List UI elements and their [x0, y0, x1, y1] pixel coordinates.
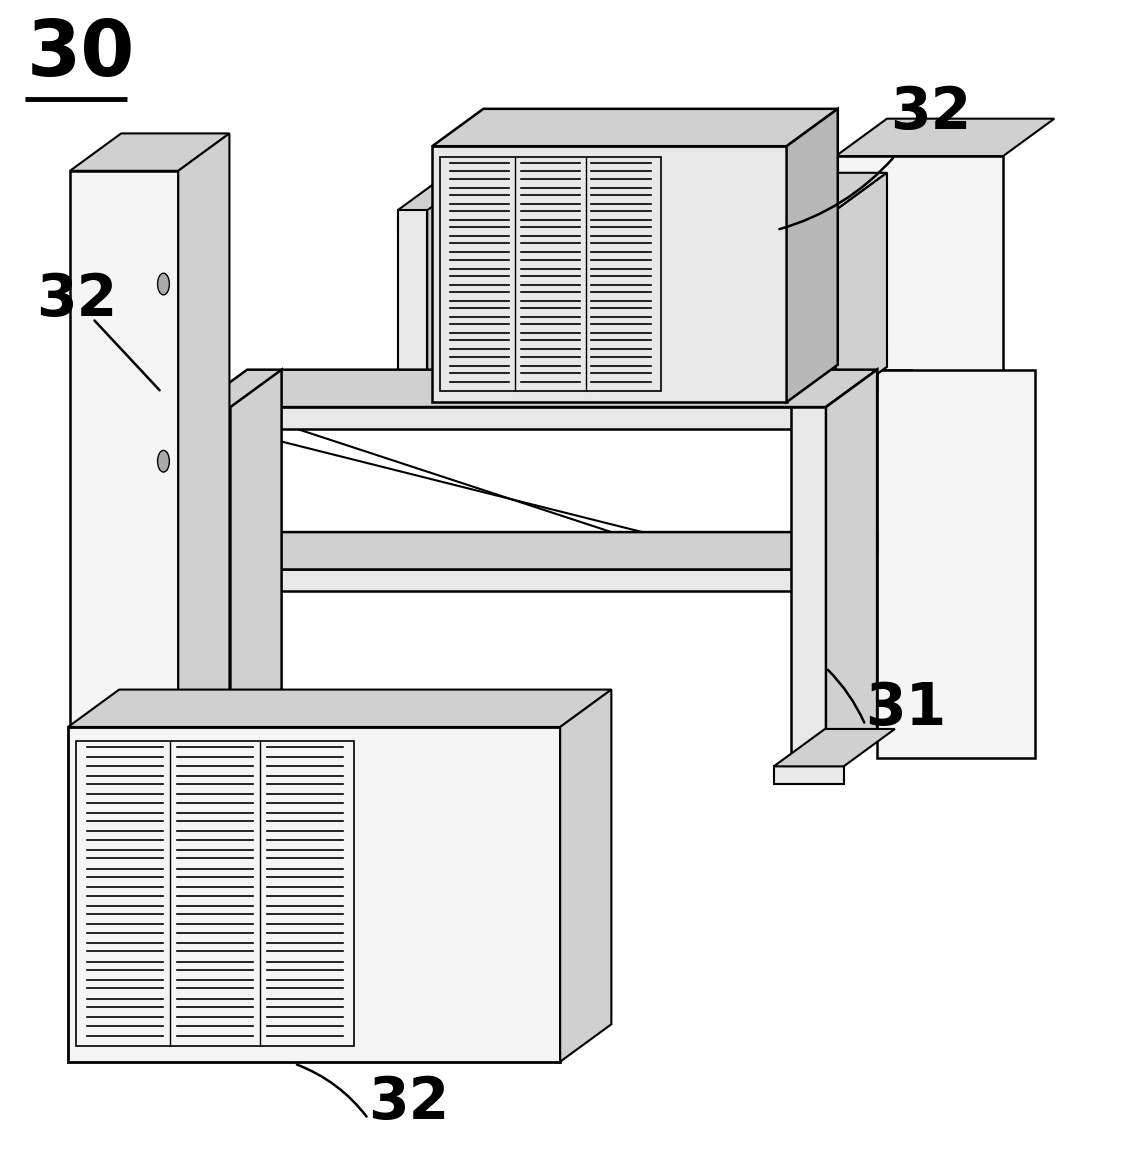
Polygon shape [826, 370, 877, 767]
Polygon shape [196, 407, 826, 428]
FancyArrowPatch shape [297, 1064, 367, 1117]
Polygon shape [774, 767, 844, 784]
Polygon shape [70, 170, 178, 781]
Polygon shape [69, 727, 561, 1062]
Text: 32: 32 [368, 1074, 450, 1131]
Polygon shape [432, 146, 787, 403]
Polygon shape [791, 407, 826, 767]
Polygon shape [877, 370, 911, 729]
Polygon shape [836, 156, 1003, 550]
Polygon shape [561, 690, 611, 1062]
Polygon shape [887, 173, 917, 366]
Polygon shape [196, 569, 826, 592]
Ellipse shape [158, 450, 169, 471]
Polygon shape [231, 370, 282, 767]
Polygon shape [69, 690, 611, 727]
Polygon shape [806, 210, 836, 404]
Polygon shape [196, 407, 231, 767]
Polygon shape [397, 345, 887, 383]
Text: 32: 32 [890, 84, 971, 141]
Polygon shape [774, 729, 895, 767]
Polygon shape [178, 729, 299, 767]
Polygon shape [836, 345, 887, 404]
Polygon shape [836, 173, 887, 404]
Text: 30: 30 [26, 16, 135, 92]
Polygon shape [196, 370, 877, 407]
Polygon shape [70, 133, 230, 170]
FancyArrowPatch shape [779, 159, 893, 229]
Polygon shape [196, 532, 877, 569]
Polygon shape [826, 370, 877, 428]
Polygon shape [397, 383, 836, 404]
Polygon shape [178, 767, 248, 784]
Text: 32: 32 [37, 271, 118, 328]
FancyArrowPatch shape [828, 670, 864, 722]
Polygon shape [787, 109, 838, 403]
Polygon shape [877, 370, 1035, 759]
Polygon shape [432, 109, 838, 146]
Polygon shape [178, 133, 230, 781]
Polygon shape [397, 210, 427, 404]
FancyArrowPatch shape [95, 321, 160, 390]
Polygon shape [826, 532, 877, 592]
Polygon shape [836, 173, 887, 232]
Polygon shape [397, 173, 887, 210]
Text: 31: 31 [866, 680, 947, 736]
Polygon shape [427, 173, 478, 404]
Polygon shape [836, 119, 1054, 156]
Polygon shape [397, 210, 836, 232]
Ellipse shape [158, 273, 169, 295]
